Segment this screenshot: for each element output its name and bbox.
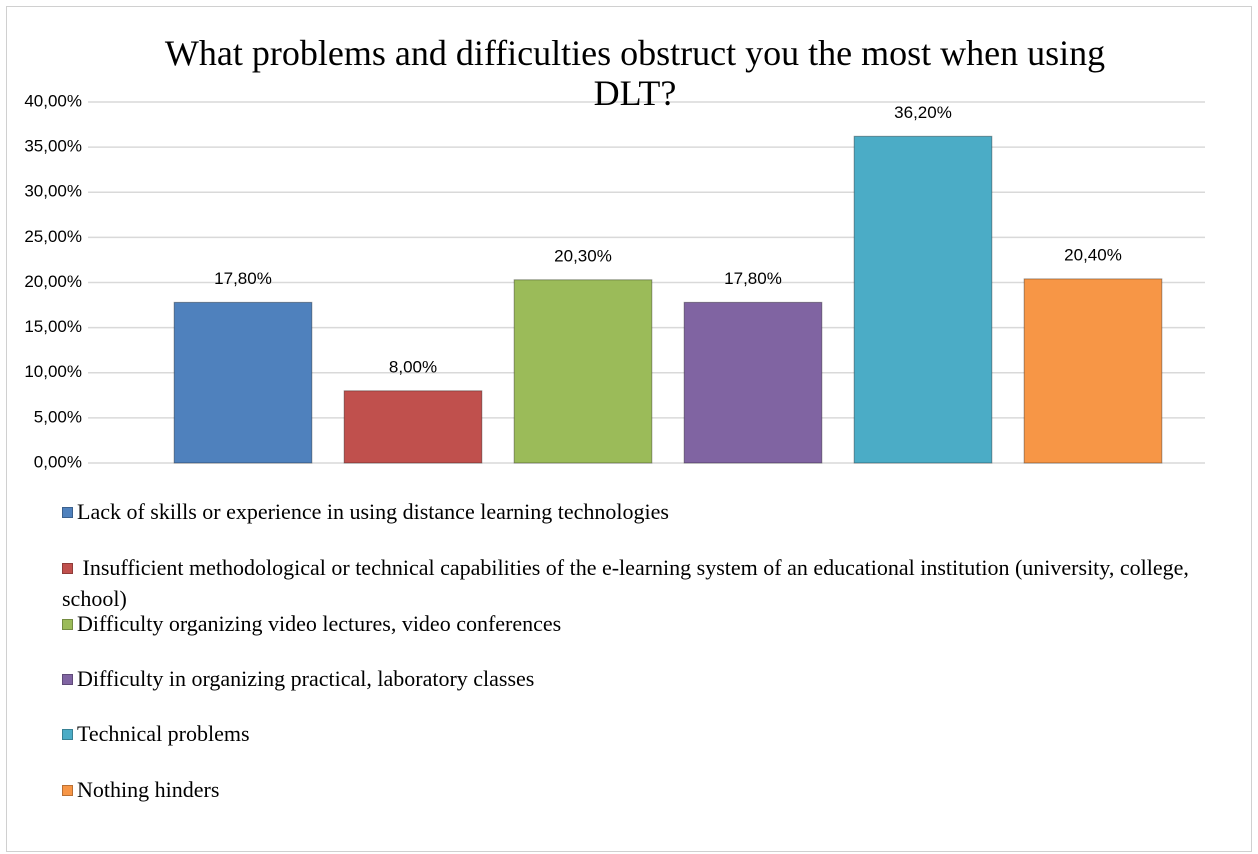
legend-swatch — [62, 619, 73, 630]
legend-swatch — [62, 729, 73, 740]
data-label: 8,00% — [389, 357, 437, 376]
legend-item: Technical problems — [62, 718, 1232, 749]
legend-item: Nothing hinders — [62, 774, 1232, 805]
y-tick-label: 5,00% — [34, 407, 82, 426]
data-label: 17,80% — [214, 269, 272, 288]
chart-frame — [6, 6, 1252, 852]
y-tick-label: 0,00% — [34, 452, 82, 471]
legend-swatch — [62, 507, 73, 518]
legend-label: Nothing hinders — [77, 777, 220, 802]
y-tick-label: 30,00% — [24, 182, 82, 201]
bar — [683, 301, 823, 464]
y-tick-label: 40,00% — [24, 91, 82, 110]
bar — [173, 301, 313, 464]
bar — [1023, 278, 1163, 464]
legend-swatch — [62, 674, 73, 685]
chart-title: What problems and difficulties obstruct … — [164, 33, 1106, 113]
legend-label: Difficulty organizing video lectures, vi… — [77, 611, 562, 636]
legend-label: Insufficient methodological or technical… — [62, 555, 1206, 611]
y-tick-label: 15,00% — [24, 317, 82, 336]
y-tick-label: 35,00% — [24, 137, 82, 156]
legend-item: Insufficient methodological or technical… — [62, 552, 1232, 614]
y-tick-label: 20,00% — [24, 272, 82, 291]
data-label: 36,20% — [894, 103, 952, 122]
data-label: 17,80% — [724, 269, 782, 288]
bar — [853, 135, 993, 464]
legend-label: Technical problems — [77, 721, 250, 746]
legend-item: Difficulty organizing video lectures, vi… — [62, 608, 1232, 639]
data-label: 20,40% — [1064, 245, 1122, 264]
y-tick-label: 25,00% — [24, 227, 82, 246]
legend-label: Lack of skills or experience in using di… — [77, 499, 669, 524]
legend-item: Lack of skills or experience in using di… — [62, 496, 1232, 527]
legend-item: Difficulty in organizing practical, labo… — [62, 663, 1232, 694]
y-tick-label: 10,00% — [24, 362, 82, 381]
data-label: 20,30% — [554, 246, 612, 265]
bar — [343, 390, 483, 464]
legend-label: Difficulty in organizing practical, labo… — [77, 666, 535, 691]
bar — [513, 279, 653, 464]
legend-swatch — [62, 785, 73, 796]
legend-swatch — [62, 563, 73, 574]
